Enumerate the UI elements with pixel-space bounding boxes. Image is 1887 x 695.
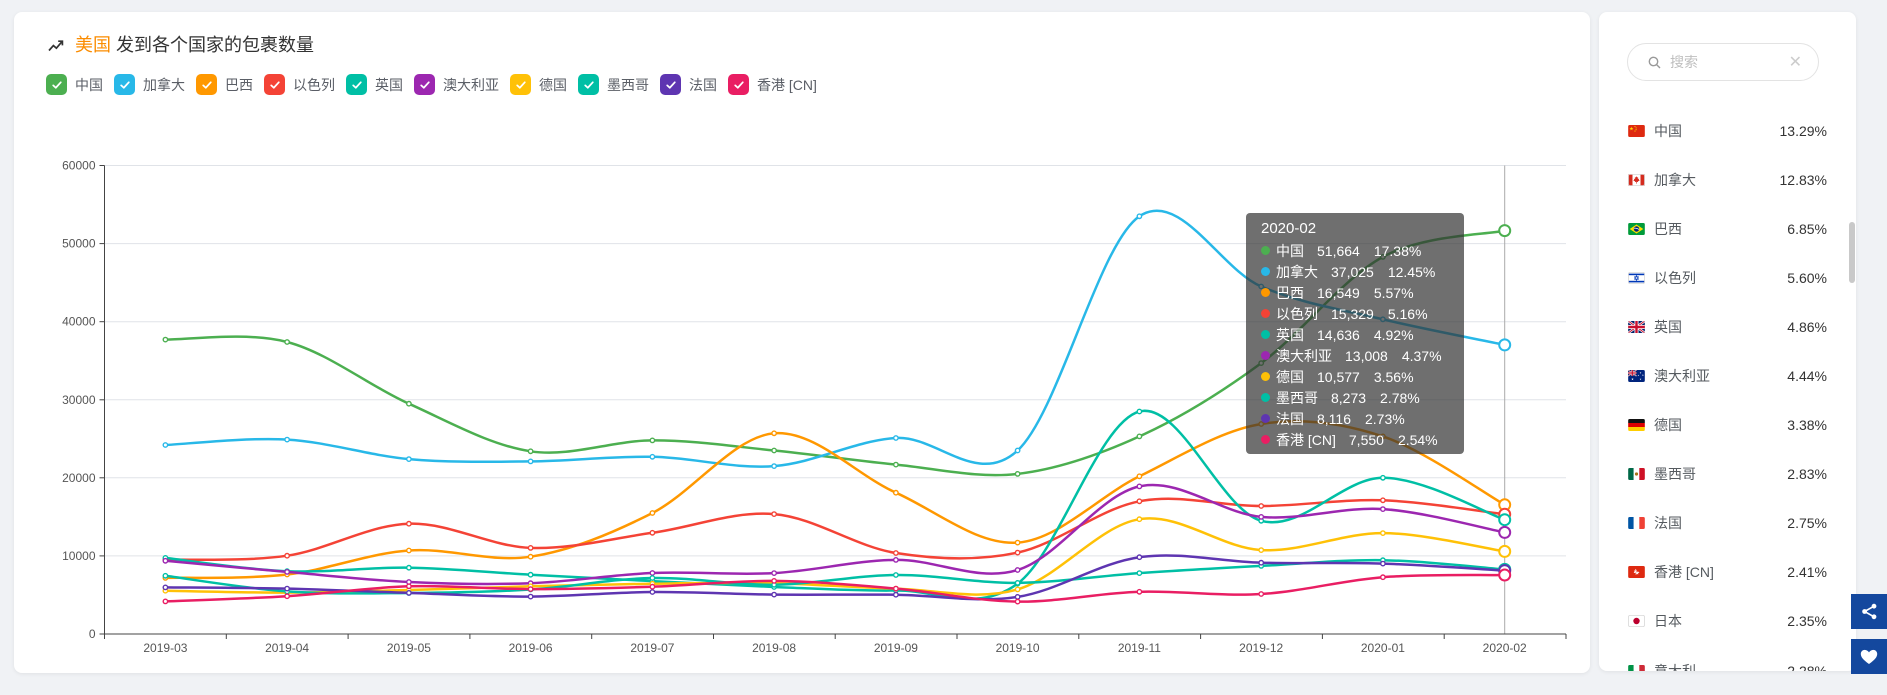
svg-text:2019-10: 2019-10 xyxy=(996,641,1040,655)
svg-text:2019-03: 2019-03 xyxy=(143,641,187,655)
svg-text:2019-11: 2019-11 xyxy=(1118,641,1161,655)
svg-text:10000: 10000 xyxy=(62,549,96,563)
svg-text:2019-04: 2019-04 xyxy=(265,641,309,655)
svg-text:2019-05: 2019-05 xyxy=(387,641,431,655)
svg-text:2019-12: 2019-12 xyxy=(1239,641,1283,655)
svg-text:2019-06: 2019-06 xyxy=(509,641,553,655)
svg-text:40000: 40000 xyxy=(62,315,96,329)
svg-text:30000: 30000 xyxy=(62,393,96,407)
svg-text:60000: 60000 xyxy=(62,159,96,173)
svg-text:0: 0 xyxy=(89,627,96,641)
svg-text:2019-09: 2019-09 xyxy=(874,641,918,655)
svg-text:50000: 50000 xyxy=(62,237,96,251)
svg-text:2019-07: 2019-07 xyxy=(630,641,674,655)
svg-text:2020-01: 2020-01 xyxy=(1361,641,1405,655)
svg-text:2020-02: 2020-02 xyxy=(1483,641,1527,655)
svg-text:2019-08: 2019-08 xyxy=(752,641,796,655)
svg-text:20000: 20000 xyxy=(62,471,96,485)
